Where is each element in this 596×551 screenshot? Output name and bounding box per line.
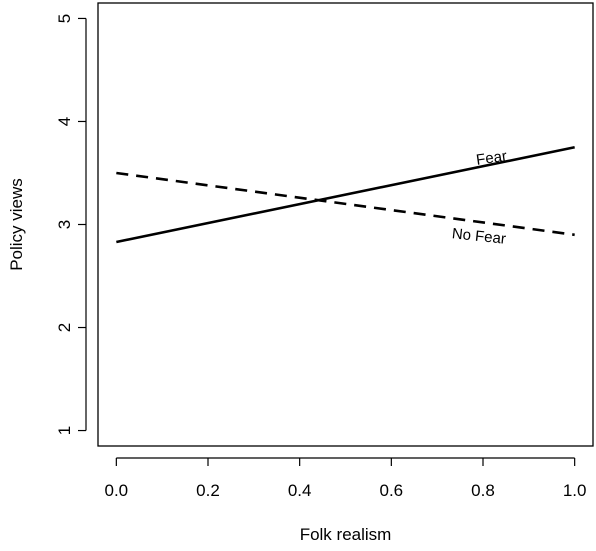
y-axis: 1 2 3 4 5 [55,14,87,435]
series-label-no-fear: No Fear [451,225,507,248]
y-tick-label: 5 [55,14,74,23]
series-line-no-fear [116,171,575,237]
y-tick-label: 1 [55,426,74,435]
x-tick-label: 0.8 [471,481,495,500]
series-label-fear: Fear [475,148,508,169]
x-tick-label: 0.0 [105,481,129,500]
x-tick-label: 0.4 [288,481,312,500]
y-tick-label: 4 [55,117,74,126]
plot-frame [97,2,594,447]
x-tick-label: 0.6 [380,481,404,500]
y-tick-label: 2 [55,323,74,332]
y-axis-label: Policy views [7,178,26,271]
x-tick-label: 0.2 [196,481,220,500]
y-tick-label: 3 [55,220,74,229]
series-layer: Fear No Fear [116,145,575,248]
x-axis-label: Folk realism [300,525,392,544]
x-tick-label: 1.0 [563,481,587,500]
series-line-fear [116,145,575,244]
x-axis: 0.0 0.2 0.4 0.6 0.8 1.0 [105,457,587,500]
